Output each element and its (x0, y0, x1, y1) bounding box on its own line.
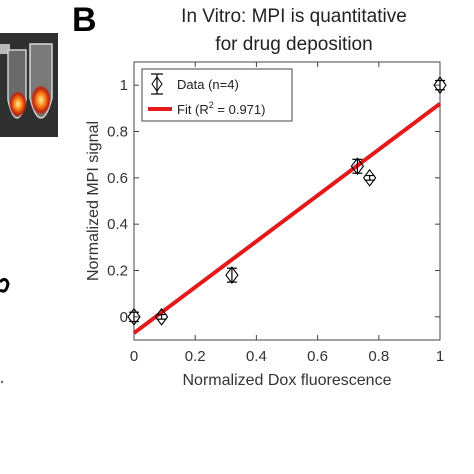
plot-area (133, 61, 441, 341)
y-tick-label: 0.6 (107, 170, 128, 187)
legend-data-marker (151, 73, 163, 95)
data-point (433, 76, 447, 95)
diamond-marker (350, 157, 365, 176)
data-point (225, 266, 239, 285)
data-points (127, 76, 447, 326)
axis-ticks (133, 62, 441, 340)
chart-title-line-2: for drug deposition (215, 34, 372, 55)
diamond-marker (362, 168, 377, 187)
fit-line (132, 102, 442, 335)
legend: Data (n=4) Fit (R2 = 0.971) (141, 68, 293, 122)
legend-fit-suffix: = 0.971) (214, 102, 266, 117)
y-tick-label: 0 (120, 309, 128, 326)
y-tick-label: 0.2 (107, 263, 128, 280)
data-point (154, 307, 169, 326)
x-axis-label: Normalized Dox fluorescence (183, 372, 392, 389)
legend-fit-prefix: Fit (R (177, 102, 209, 117)
x-tick-label: 0.4 (246, 348, 267, 365)
x-tick-label: 1 (436, 348, 444, 365)
data-point (350, 157, 365, 176)
y-tick-label: 1 (120, 77, 128, 94)
y-tick-labels: 0 0.2 0.4 0.6 0.8 1 (107, 77, 128, 326)
y-tick-label: 0.4 (107, 216, 128, 233)
legend-box (141, 68, 293, 122)
x-tick-label: 0.2 (185, 348, 206, 365)
legend-fit-superscript: 2 (209, 100, 214, 110)
legend-data-label: Data (n=4) (177, 77, 239, 92)
diamond-marker (127, 307, 141, 326)
panel-letter: B (72, 1, 97, 39)
partial-shape (0, 277, 10, 293)
diamond-marker (154, 307, 169, 326)
diamond-marker (433, 76, 447, 95)
x-tick-label: 0 (130, 348, 138, 365)
legend-fit-label: Fit (R2 = 0.971) (177, 100, 265, 117)
x-tick-labels: 0 0.2 0.4 0.6 0.8 1 (130, 348, 444, 365)
chart-title-line-1: In Vitro: MPI is quantitative (181, 6, 407, 27)
partial-dot (0, 380, 4, 384)
data-point (362, 168, 377, 187)
vials-photo (0, 33, 58, 137)
x-tick-label: 0.8 (368, 348, 389, 365)
diamond-marker (225, 266, 239, 285)
data-point (127, 307, 141, 326)
y-axis-label: Normalized MPI signal (85, 121, 102, 281)
x-tick-label: 0.6 (307, 348, 328, 365)
y-tick-label: 0.8 (107, 124, 128, 141)
